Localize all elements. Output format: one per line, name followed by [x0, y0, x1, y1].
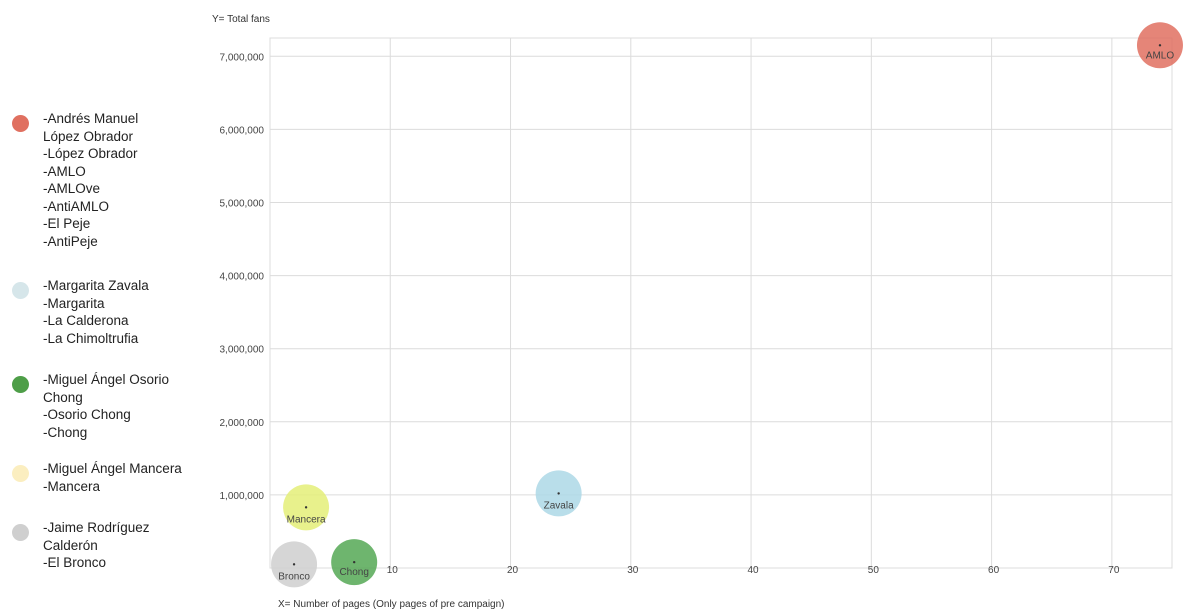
y-tick-label: 6,000,000 — [220, 125, 265, 136]
y-axis-title: Y= Total fans — [212, 14, 270, 25]
bubble-mancera: Mancera — [283, 484, 330, 531]
legend-group: -Miguel Ángel Mancera -Mancera — [10, 460, 210, 495]
legend-alias: -Mancera — [43, 478, 101, 494]
legend-group: -Jaime Rodríguez Calderón -El Bronco — [10, 519, 210, 572]
legend-swatch — [12, 465, 29, 482]
bubble-label: Bronco — [278, 571, 310, 582]
legend: -Andrés Manuel López Obrador -López Obrado… — [10, 110, 210, 572]
legend-alias: -Chong — [43, 424, 88, 440]
legend-swatch — [12, 376, 29, 393]
axes: Y= Total fans X= Number of pages (Only p… — [212, 14, 1120, 610]
legend-alias: -Andrés Manuel — [43, 111, 139, 126]
legend-alias: López Obrador — [43, 128, 134, 144]
legend-alias: -AMLOve — [43, 181, 101, 196]
x-tick-label: 40 — [748, 565, 760, 576]
plot-frame — [269, 37, 1173, 569]
legend-alias: -AntiPeje — [43, 233, 98, 249]
bubble-bronco: Bronco — [271, 541, 318, 588]
legend-alias: Chong — [43, 389, 83, 405]
legend-alias: -López Obrador — [43, 146, 138, 161]
legend-group: -Margarita Zavala -Margarita -La Calderona… — [10, 277, 210, 347]
x-tick-label: 20 — [507, 565, 519, 576]
legend-alias: -Margarita — [43, 295, 105, 311]
legend-alias: -Jaime Rodríguez — [43, 520, 150, 535]
legend-alias: -AMLO — [43, 163, 86, 179]
y-tick-label: 4,000,000 — [220, 272, 265, 283]
legend-group: -Andrés Manuel López Obrador -López Obrado… — [10, 110, 210, 250]
y-tick-label: 2,000,000 — [220, 418, 265, 429]
bubble-label: AMLO — [1146, 50, 1175, 61]
legend-group: -Miguel Ángel Osorio Chong -Osorio Chong -C… — [10, 371, 210, 441]
legend-swatch — [12, 115, 29, 132]
legend-alias: -Margarita Zavala — [43, 278, 149, 293]
legend-swatch — [12, 524, 29, 541]
legend-alias: -El Bronco — [43, 555, 107, 570]
y-tick-label: 5,000,000 — [220, 198, 265, 209]
bubble-center-dot — [304, 506, 308, 509]
x-tick-label: 30 — [627, 565, 639, 576]
legend-swatch — [12, 282, 29, 299]
legend-alias: -Miguel Ángel Osorio — [43, 372, 170, 387]
x-tick-label: 10 — [387, 565, 399, 576]
x-tick-label: 60 — [988, 565, 1000, 576]
y-tick-label: 3,000,000 — [220, 345, 265, 356]
bubble-center-dot — [1158, 44, 1162, 47]
legend-alias: -Miguel Ángel Mancera — [43, 461, 182, 476]
legend-alias: -La Chimoltrufia — [43, 330, 139, 346]
grid — [269, 37, 1173, 569]
legend-alias: -La Calderona — [43, 313, 129, 328]
bubble-zavala: Zavala — [535, 470, 582, 517]
legend-alias: Calderón — [43, 537, 98, 553]
bubble-center-dot — [352, 560, 356, 564]
legend-alias: -El Peje — [43, 216, 91, 231]
bubbles: AMLO Zavala Chong Mancera Bronco — [271, 22, 1183, 588]
bubble-center-dot — [557, 492, 560, 495]
bubble-label: Zavala — [544, 500, 574, 511]
y-tick-label: 7,000,000 — [220, 52, 265, 63]
legend-alias: -AntiAMLO — [43, 198, 110, 214]
bubble-label: Mancera — [287, 514, 326, 525]
bubble-label: Chong — [339, 567, 368, 578]
x-axis-title: X= Number of pages (Only pages of pre ca… — [278, 599, 505, 610]
bubble-amlo: AMLO — [1136, 22, 1183, 69]
y-tick-label: 1,000,000 — [220, 491, 265, 502]
legend-alias: -Osorio Chong — [43, 407, 131, 422]
x-tick-label: 50 — [868, 565, 880, 576]
x-tick-label: 70 — [1108, 565, 1120, 576]
bubble-center-dot — [292, 563, 296, 566]
bubble-chong: Chong — [331, 539, 378, 586]
